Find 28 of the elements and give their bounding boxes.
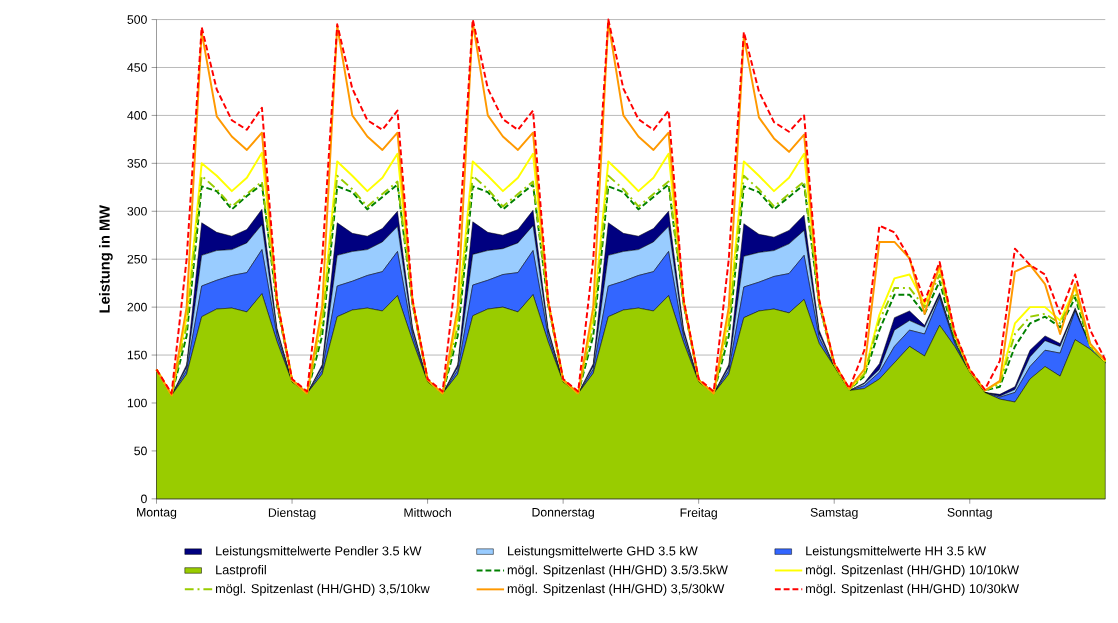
y-tick-label: 0 [141,494,147,504]
legend-label: Leistungsmittelwerte GHD 3.5 kW [508,546,698,558]
x-tick-label: Mittwoch [404,507,451,517]
legend-label: Lastprofil [216,564,266,577]
legend-label: Leistungsmittelwerte HH 3.5 kW [806,546,987,558]
x-tick-label: Sonntag [947,507,992,520]
legend-label: mögl. Spitzenlast (HH/GHD) 10/30kW [806,583,1020,596]
legend-label: mögl. Spitzenlast (HH/GHD) 3.5/3.5kW [507,564,728,577]
y-tick-label: 150 [127,350,147,360]
legend-label: mögl. Spitzenlast (HH/GHD) 10/10kW [806,564,1020,577]
y-tick-label: 300 [127,206,147,216]
y-axis-title: Leistung in MW [98,205,113,313]
y-tick-label: 250 [127,254,147,264]
x-tick-label: Montag [137,507,177,519]
y-tick-label: 200 [127,302,147,312]
legend-label: Leistungsmittelwerte Pendler 3.5 kW [216,546,422,558]
y-tick-label: 400 [127,111,147,120]
x-tick-label: Freitag [680,507,717,520]
x-tick-label: Samstag [810,507,858,520]
legend-label: mögl. Spitzenlast (HH/GHD) 3,5/30kW [507,583,725,596]
x-tick-label: Dienstag [268,507,316,520]
y-tick-label: 50 [134,446,147,456]
y-tick-label: 100 [127,398,147,408]
y-tick-label: 350 [127,158,147,168]
legend-label: mögl. Spitzenlast (HH/GHD) 3,5/10kw [215,583,430,596]
y-tick-label: 500 [127,15,147,24]
x-tick-label: Donnerstag [532,507,594,519]
y-tick-label: 450 [127,63,147,72]
